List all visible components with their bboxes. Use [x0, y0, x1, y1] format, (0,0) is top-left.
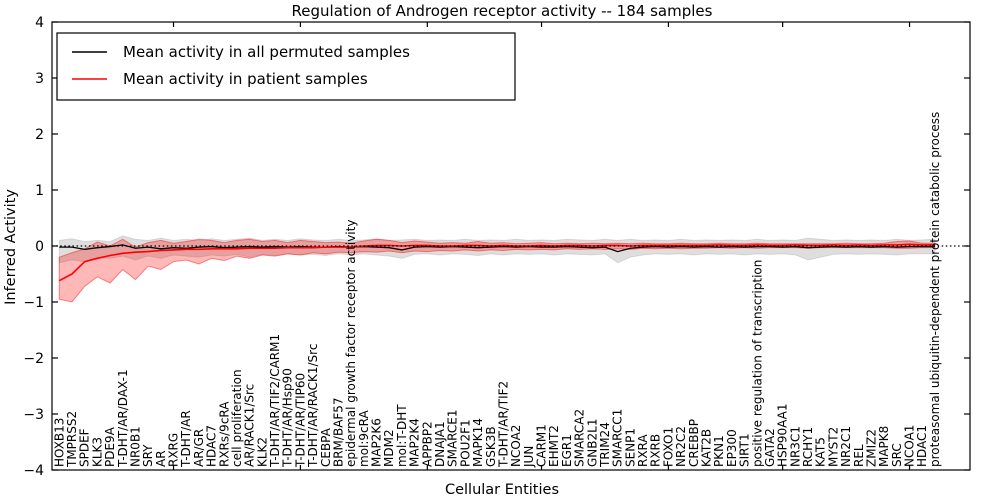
x-tick-label: HSP90AA1: [776, 403, 790, 467]
x-tick-label: MAPK14: [471, 418, 485, 467]
x-tick-label: AR: [154, 450, 168, 467]
x-tick-label: MAP2K6: [370, 418, 384, 467]
y-tick-label: −1: [23, 295, 44, 311]
x-tick-label: FOXO1: [661, 427, 675, 467]
x-tick-label: CARM1: [535, 424, 549, 467]
x-tick-label: REL: [852, 444, 866, 467]
x-tick-label: GSK3B: [484, 426, 498, 467]
x-tick-label: MDM2: [382, 429, 396, 467]
x-tick-label: NR0B1: [128, 426, 142, 467]
x-tick-label: GNB2L1: [585, 419, 599, 467]
x-tick-label: EGR1: [560, 434, 574, 467]
x-tick-label: SMARCC1: [611, 409, 625, 467]
x-tick-label: SRY: [141, 444, 155, 467]
x-tick-label: NCOA2: [509, 425, 523, 467]
y-tick-label: −2: [23, 351, 44, 367]
x-tick-label: HDAC1: [915, 425, 929, 467]
x-tick-label: KAT2B: [699, 429, 713, 467]
x-tick-label: TMPRSS2: [65, 411, 79, 468]
y-tick-label: 1: [35, 183, 44, 199]
patient-band-area: [58, 238, 936, 303]
x-tick-label: MAPK8: [877, 426, 891, 467]
plot-area: HOXB13TMPRSS2SPDEFKLK3PDE9AT-DHT/AR/DAX-…: [23, 15, 970, 479]
x-tick-label: MAP2K4: [408, 418, 422, 467]
y-tick-label: −3: [23, 407, 44, 423]
x-tick-label: RXRs/9cRA: [217, 401, 231, 467]
x-tick-label: RXRG: [167, 433, 181, 467]
x-tick-label: CREBBP: [687, 419, 701, 467]
x-tick-label: RXRB: [649, 434, 663, 467]
legend-label-permuted: Mean activity in all permuted samples: [123, 43, 410, 61]
x-tick-label: epidermal growth factor receptor activit…: [344, 220, 358, 467]
x-tick-label: T-DHT/AR: [179, 410, 193, 468]
x-tick-label: HOXB13: [52, 418, 66, 467]
x-tick-label: JUN: [522, 446, 536, 468]
x-tick-label: T-DHT/AR/Hsp90: [281, 368, 295, 468]
x-tick-label: CEBPA: [319, 427, 333, 467]
x-axis-label: Cellular Entities: [445, 482, 559, 498]
x-tick-label: SIRT1: [738, 433, 752, 467]
x-tick-label: SMARCA2: [573, 409, 587, 467]
x-tick-label: SMARCE1: [446, 409, 460, 467]
x-tick-label: PKN1: [712, 435, 726, 467]
patient-mean-line: [58, 243, 935, 282]
x-tick-label: NR2C1: [839, 426, 853, 467]
x-tick-label: AR/GR: [192, 429, 206, 467]
x-tick-label: T-DHT/AR/TIF2: [496, 381, 510, 468]
x-tick-label: mol:T-DHT: [395, 404, 409, 467]
x-tick-label: SPDEF: [78, 428, 92, 467]
x-tick-label: HDAC7: [205, 425, 219, 467]
x-tick-label: SRC: [890, 443, 904, 467]
x-tick-label: SENP1: [623, 428, 637, 467]
permuted-mean-line: [59, 244, 935, 253]
x-tick-label: T-DHT/AR/TIF2/CARM1: [268, 334, 282, 468]
x-tick-label: cell proliferation: [230, 369, 244, 467]
chart-title: Regulation of Androgen receptor activity…: [292, 2, 713, 20]
x-tick-label: RCHY1: [801, 427, 815, 467]
y-tick-label: 4: [35, 15, 44, 31]
x-tick-label: mol:9cRA: [357, 410, 371, 467]
x-tick-label: KLK2: [255, 437, 269, 467]
x-tick-label: RXRA: [636, 434, 650, 467]
y-tick-label: 2: [35, 127, 44, 143]
x-tick-label: positive regulation of transcription: [750, 260, 764, 467]
x-tick-label: EHMT2: [547, 425, 561, 467]
legend-label-patient: Mean activity in patient samples: [123, 70, 368, 88]
x-tick-label: KAT5: [814, 437, 828, 467]
x-tick-label: NR3C1: [788, 426, 802, 467]
x-tick-label: PDE9A: [103, 426, 117, 467]
x-tick-label: GATA2: [763, 428, 777, 467]
x-tick-label: T-DHT/AR/DAX-1: [116, 369, 130, 468]
x-tick-label: BRM/BAF57: [331, 397, 345, 467]
x-tick-label: EP300: [725, 429, 739, 467]
x-tick-label: TRIM24: [598, 422, 612, 468]
x-tick-label: NCOA1: [903, 425, 917, 467]
x-tick-label: APPBP2: [420, 421, 434, 467]
y-tick-label: 3: [35, 71, 44, 87]
x-tick-label: T-DHT/AR/TIP60: [293, 373, 307, 468]
permuted-band-area: [58, 235, 936, 264]
x-tick-label: DNAJA1: [433, 421, 447, 467]
x-tick-label: AR/RACK1/Src: [243, 384, 257, 467]
y-tick-label: −4: [23, 463, 44, 479]
x-tick-label: T-DHT/AR/RACK1/Src: [306, 344, 320, 468]
y-axis-label: Inferred Activity: [3, 189, 19, 305]
x-tick-label: ZMIZ2: [864, 429, 878, 467]
legend-box: [56, 32, 516, 101]
y-tick-label: 0: [35, 239, 44, 255]
x-tick-label: proteasomal ubiquitin-dependent protein …: [928, 112, 942, 467]
x-tick-label: MYST2: [826, 427, 840, 467]
x-tick-label: POU2F1: [458, 419, 472, 467]
legend: Mean activity in all permuted samples Me…: [56, 32, 516, 101]
x-tick-label: KLK3: [90, 437, 104, 467]
x-tick-label: NR2C2: [674, 426, 688, 467]
plot-frame: [51, 21, 971, 471]
